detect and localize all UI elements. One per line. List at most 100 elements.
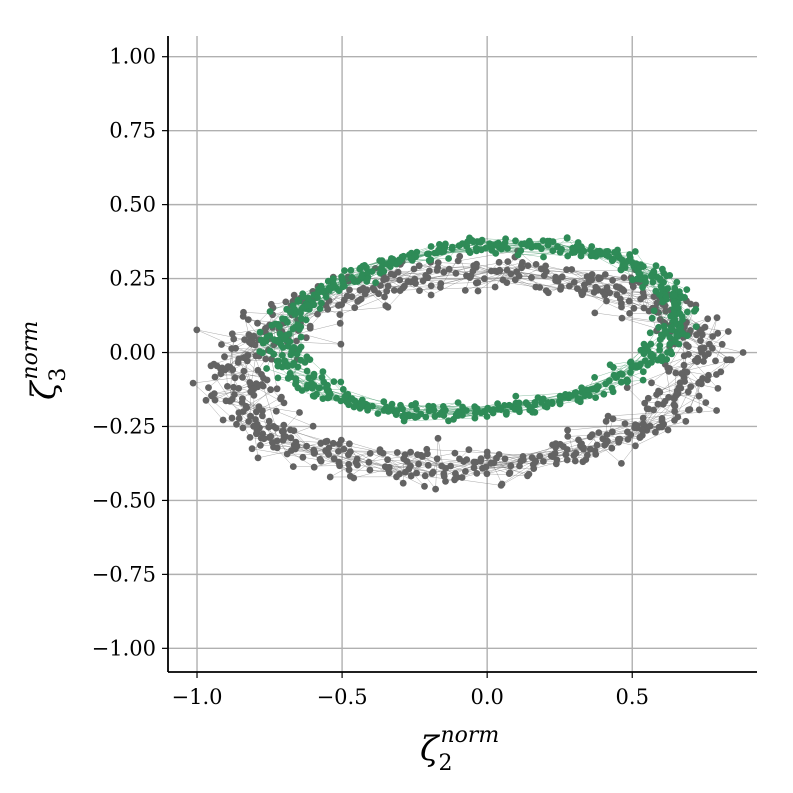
data-point [601, 291, 609, 299]
x-axis-label-subscript: 2 [438, 751, 452, 776]
data-point [254, 454, 262, 462]
data-point [636, 270, 644, 278]
data-point [531, 401, 539, 409]
data-point [336, 319, 344, 327]
data-point [570, 452, 578, 459]
data-point [289, 463, 297, 470]
data-point [612, 249, 619, 256]
data-point [671, 402, 679, 410]
data-point [471, 414, 479, 422]
data-point [445, 265, 453, 273]
data-point [393, 449, 401, 456]
data-point [393, 473, 400, 481]
data-point [592, 394, 599, 401]
data-point [219, 416, 227, 424]
data-point [314, 310, 321, 318]
data-point [536, 452, 544, 460]
data-point [276, 330, 284, 338]
data-point [440, 268, 448, 276]
data-point [255, 403, 263, 410]
data-point [636, 264, 644, 272]
data-point [427, 243, 435, 250]
data-point [247, 412, 254, 420]
data-point [474, 279, 482, 286]
data-point [472, 262, 480, 269]
data-point [617, 266, 625, 273]
data-point [383, 287, 391, 295]
data-point [678, 313, 686, 320]
data-point [463, 456, 471, 463]
data-point [556, 399, 564, 407]
data-point [639, 376, 647, 384]
data-point [632, 442, 639, 450]
data-point [319, 368, 327, 376]
data-point [434, 434, 442, 442]
data-point [239, 408, 247, 415]
data-point [424, 450, 431, 458]
data-point [239, 424, 247, 432]
data-point [515, 399, 523, 407]
data-point [287, 434, 295, 442]
data-point [612, 374, 620, 381]
data-point [713, 314, 721, 322]
data-point [595, 274, 602, 281]
data-point [324, 394, 332, 402]
data-point [454, 399, 462, 406]
x-tick-label: 0.0 [470, 685, 503, 709]
data-point [326, 473, 334, 481]
data-point [224, 383, 231, 390]
data-point [472, 409, 479, 417]
data-point [341, 267, 348, 274]
data-point [625, 297, 633, 305]
data-point [540, 253, 547, 261]
data-point [438, 462, 446, 470]
data-point [532, 242, 540, 250]
data-point [419, 277, 427, 285]
data-point [369, 284, 377, 292]
data-point [564, 426, 571, 434]
data-point [454, 408, 462, 416]
data-point [685, 343, 692, 350]
data-point [254, 366, 262, 374]
data-point [487, 406, 495, 414]
data-point [279, 351, 286, 359]
data-point [656, 336, 664, 343]
data-point [591, 447, 599, 454]
data-point [345, 466, 353, 474]
data-point [678, 294, 685, 301]
data-point [684, 388, 692, 396]
data-point [325, 444, 333, 452]
data-point [709, 333, 716, 340]
data-point [695, 406, 703, 414]
data-point [267, 386, 274, 394]
data-point [493, 454, 500, 462]
data-point [586, 392, 593, 399]
y-axis-label-subscript: 3 [46, 368, 71, 382]
data-point [436, 410, 443, 418]
data-point [600, 390, 608, 398]
data-point [697, 337, 704, 344]
data-point [458, 474, 466, 481]
y-tick-label: 0.00 [109, 341, 156, 365]
data-point [502, 410, 510, 418]
data-point [304, 301, 311, 309]
data-point [487, 459, 495, 467]
data-point [580, 445, 587, 453]
data-point [228, 330, 236, 338]
data-point [560, 443, 567, 450]
data-point [248, 445, 256, 453]
data-point [322, 438, 329, 446]
data-point [466, 249, 474, 256]
data-point [623, 376, 631, 384]
data-point [265, 417, 273, 425]
data-point [221, 353, 228, 361]
data-point [265, 423, 273, 431]
data-point [296, 409, 303, 416]
data-point [595, 429, 603, 436]
y-tick-label: 0.50 [109, 193, 156, 217]
data-point [430, 406, 438, 414]
data-point [303, 442, 310, 450]
data-point [382, 302, 390, 310]
data-point [322, 293, 330, 301]
data-point [714, 385, 722, 392]
